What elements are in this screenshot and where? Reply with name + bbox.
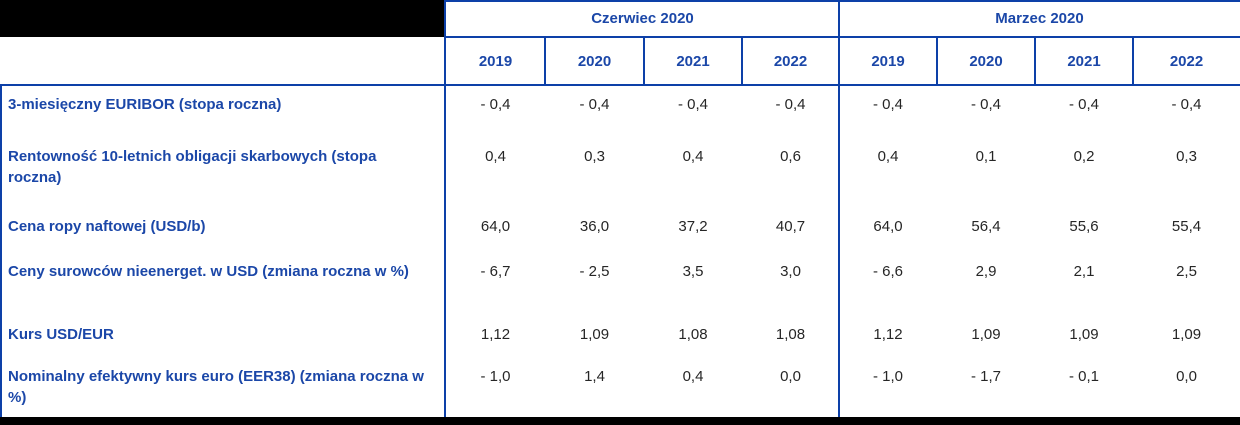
value-cell: - 6,7 [480,263,511,280]
value-cell: - 0,4 [970,96,1001,113]
year-header: 2021 [676,52,710,70]
row-label-surowce: Ceny surowców nieenerget. w USD (zmiana … [8,263,409,280]
value-cell: 0,6 [780,148,801,165]
value-cell: - 1,0 [872,368,903,385]
value-cell: - 0,4 [872,96,903,113]
value-cell: 37,2 [678,218,708,235]
value-cell: 0,4 [682,148,704,165]
value-cell: - 6,6 [872,263,903,280]
year-header: 2019 [871,52,905,70]
rule-label-divider [444,0,446,417]
value-cell: 64,0 [873,218,903,235]
value-cell: 64,0 [480,218,511,235]
row-label-usd-eur: Kurs USD/EUR [8,326,114,343]
column-group-marzec-2020: Marzec 2020 [995,10,1084,27]
value-cell: 36,0 [579,218,610,235]
rule-year-divider [643,37,645,84]
value-cell: 0,1 [975,148,997,165]
value-cell: - 1,7 [970,368,1001,385]
value-cell: - 2,5 [579,263,610,280]
value-cell: 0,4 [877,148,899,165]
value-cell: 40,7 [775,218,806,235]
rule-year-divider [544,37,546,84]
value-cell: - 0,4 [579,96,610,113]
value-cell: 3,5 [682,263,704,280]
value-cell: 1,12 [873,326,903,343]
rule-year-divider [741,37,743,84]
value-cell: 0,3 [584,148,605,165]
rule-group-divider [838,0,840,417]
value-cell: 3,0 [780,263,801,280]
bottom-black-bar [0,417,1240,425]
value-cell: 55,6 [1069,218,1099,235]
value-cell: 2,9 [975,263,997,280]
value-cell: 0,2 [1073,148,1095,165]
value-cell: 2,1 [1073,263,1095,280]
value-cell: 1,09 [1069,326,1099,343]
value-cell: - 1,0 [480,368,511,385]
value-cell: 0,4 [485,148,506,165]
value-cell: 1,4 [584,368,605,385]
rule-year-divider [1132,37,1134,84]
value-cell: - 0,4 [480,96,511,113]
value-cell: 0,0 [780,368,801,385]
year-header: 2019 [478,52,513,70]
column-group-czerwiec-2020: Czerwiec 2020 [591,10,694,27]
year-header: 2022 [1169,52,1204,70]
value-cell: 1,12 [480,326,511,343]
rule-top [446,0,1240,2]
value-cell: 1,09 [971,326,1001,343]
value-cell: 0,3 [1176,148,1197,165]
value-cell: 2,5 [1176,263,1197,280]
year-header: 2020 [577,52,612,70]
value-cell: 1,09 [1171,326,1202,343]
value-cell: - 0,4 [775,96,806,113]
value-cell: 1,09 [579,326,610,343]
row-label-euribor: 3-miesięczny EURIBOR (stopa roczna) [8,96,282,113]
value-cell: 1,08 [678,326,708,343]
value-cell: - 0,4 [1068,96,1099,113]
value-cell: 0,0 [1176,368,1197,385]
rule-year-divider [1034,37,1036,84]
row-label-eer38: Nominalny efektywny kurs euro (EER38) (z… [8,368,424,406]
rule-left [0,84,2,417]
value-cell: - 0,4 [677,96,708,113]
year-header: 2020 [969,52,1003,70]
year-header: 2021 [1067,52,1101,70]
value-cell: - 0,1 [1068,368,1099,385]
label-column-header-blank [0,37,446,85]
corner-cell [0,0,446,37]
rule-under-years [0,84,1240,86]
rule-under-months [446,36,1240,38]
value-cell: 0,4 [682,368,704,385]
row-label-ropa: Cena ropy naftowej (USD/b) [8,218,206,235]
value-cell: 1,08 [775,326,806,343]
value-cell: 55,4 [1171,218,1202,235]
value-cell: - 0,4 [1171,96,1202,113]
value-cell: 56,4 [971,218,1001,235]
row-label-obligacje: Rentowność 10-letnich obligacji skarbowy… [8,148,377,186]
year-header: 2022 [773,52,808,70]
rule-year-divider [936,37,938,84]
